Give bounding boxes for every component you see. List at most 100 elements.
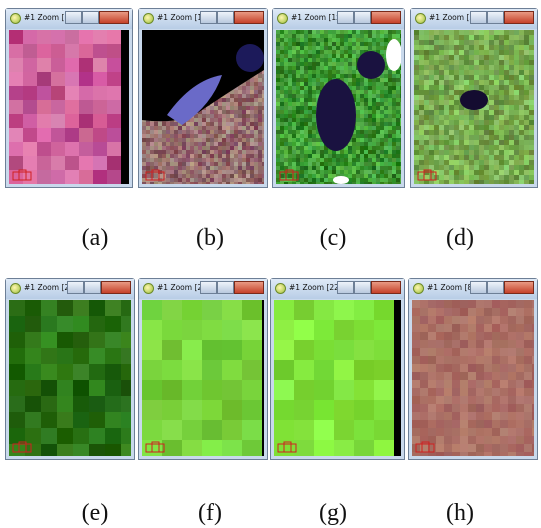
pixel: [234, 134, 238, 138]
pixel: [419, 120, 424, 125]
pixel: [340, 70, 344, 74]
pixel: [288, 106, 292, 110]
pixel: [434, 90, 439, 95]
pixel: [439, 80, 444, 85]
pixel: [304, 182, 308, 184]
pixel: [519, 80, 524, 85]
minimize-button[interactable]: [337, 11, 354, 24]
pixel: [276, 50, 280, 54]
pixel: [434, 110, 439, 115]
pixel: [320, 146, 324, 150]
close-button[interactable]: [234, 281, 264, 294]
pixel: [469, 65, 474, 70]
pixel: [328, 178, 332, 182]
pixel: [308, 66, 312, 70]
minimize-button[interactable]: [200, 11, 217, 24]
pixel: [400, 154, 401, 158]
pixel: [428, 308, 436, 316]
pixel: [414, 30, 419, 35]
maximize-button[interactable]: [217, 11, 234, 24]
close-button[interactable]: [504, 281, 534, 294]
close-button[interactable]: [504, 11, 534, 24]
maximize-button[interactable]: [84, 281, 101, 294]
pixel: [238, 106, 242, 110]
pixel: [412, 436, 420, 444]
pixel: [174, 170, 178, 174]
pixel: [372, 146, 376, 150]
pixel: [162, 146, 166, 150]
pixel: [514, 165, 519, 170]
minimize-button[interactable]: [337, 281, 354, 294]
maximize-button[interactable]: [354, 281, 371, 294]
maximize-button[interactable]: [82, 11, 99, 24]
pixel: [242, 98, 246, 102]
pixel: [509, 110, 514, 115]
pixel: [414, 45, 419, 50]
pixel: [210, 130, 214, 134]
maximize-button[interactable]: [217, 281, 234, 294]
close-button[interactable]: [101, 281, 131, 294]
pixel: [194, 142, 198, 146]
pixel: [300, 66, 304, 70]
pixel: [368, 182, 372, 184]
pixel: [434, 145, 439, 150]
pixel: [238, 94, 242, 98]
minimize-button[interactable]: [470, 281, 487, 294]
pixel: [372, 86, 376, 90]
pixel: [529, 100, 534, 105]
pixel: [376, 82, 380, 86]
pixel: [230, 126, 234, 130]
minimize-button[interactable]: [470, 11, 487, 24]
close-button[interactable]: [99, 11, 129, 24]
pixel: [388, 182, 392, 184]
pixel: [336, 158, 340, 162]
pixel: [292, 110, 296, 114]
pixel: [276, 134, 280, 138]
pixel: [238, 174, 242, 178]
pixel: [412, 420, 420, 428]
close-button[interactable]: [371, 281, 401, 294]
pixel: [324, 30, 328, 34]
pixel: [292, 142, 296, 146]
pixel: [308, 130, 312, 134]
pixel: [314, 440, 334, 456]
maximize-button[interactable]: [354, 11, 371, 24]
pixel: [276, 178, 280, 182]
pixel: [234, 154, 238, 158]
pixel: [182, 142, 186, 146]
pixel: [198, 162, 202, 166]
pixel: [508, 404, 516, 412]
pixel: [476, 380, 484, 388]
pixel: [206, 142, 210, 146]
maximize-button[interactable]: [487, 11, 504, 24]
pixel: [254, 94, 258, 98]
minimize-button[interactable]: [200, 281, 217, 294]
pixel: [258, 170, 262, 174]
pixel: [484, 125, 489, 130]
pixel: [334, 320, 354, 340]
close-button[interactable]: [371, 11, 401, 24]
pixel: [464, 160, 469, 165]
pixel: [314, 360, 334, 380]
pixel: [170, 170, 174, 174]
minimize-button[interactable]: [65, 11, 82, 24]
pixel: [380, 134, 384, 138]
pixel: [336, 38, 340, 42]
pixel: [439, 90, 444, 95]
pixel: [419, 175, 424, 180]
pixel: [396, 90, 400, 94]
pixel: [158, 166, 162, 170]
minimize-button[interactable]: [67, 281, 84, 294]
pixel: [234, 182, 238, 184]
maximize-button[interactable]: [487, 281, 504, 294]
pixel: [174, 126, 178, 130]
pixel: [162, 130, 166, 134]
pixel: [388, 94, 392, 98]
pixel: [348, 46, 352, 50]
pixel: [384, 158, 388, 162]
pixel: [230, 162, 234, 166]
pixel: [532, 428, 534, 436]
pixel: [296, 130, 300, 134]
close-button[interactable]: [234, 11, 264, 24]
pixel: [292, 114, 296, 118]
